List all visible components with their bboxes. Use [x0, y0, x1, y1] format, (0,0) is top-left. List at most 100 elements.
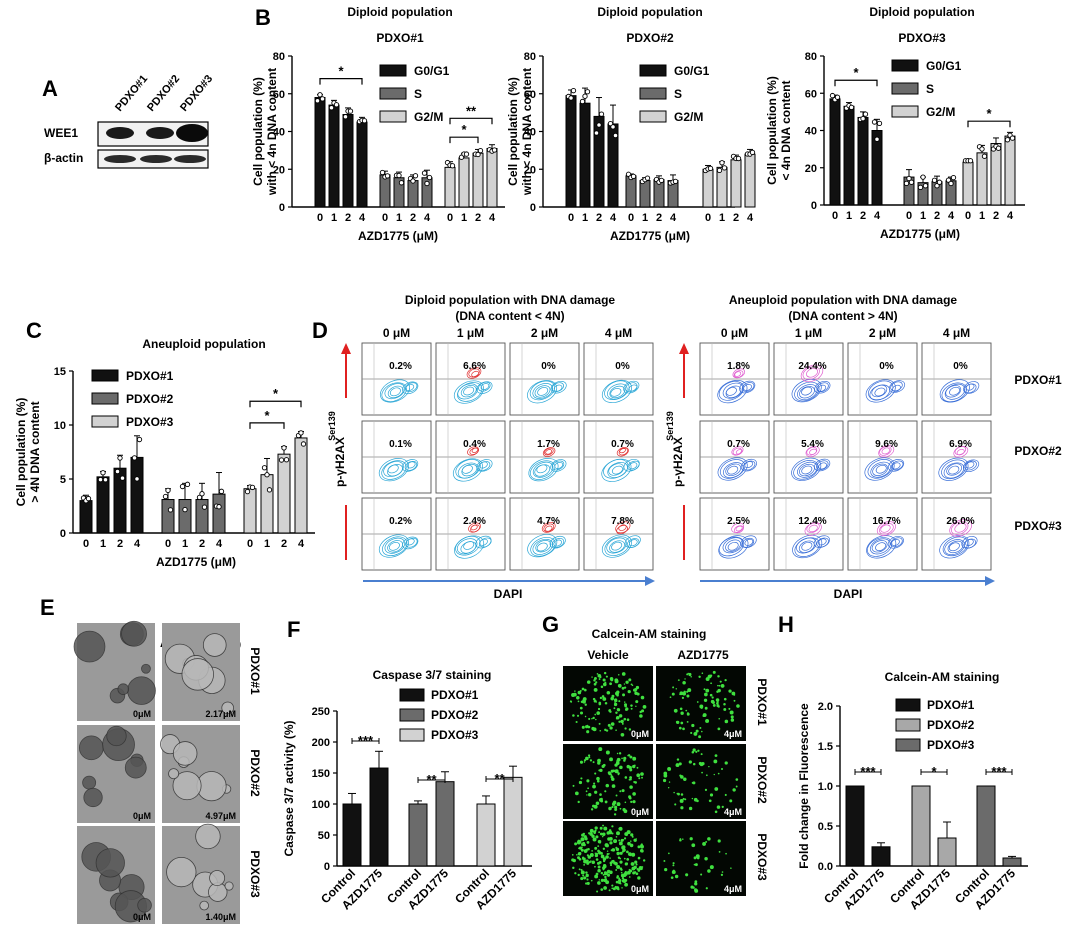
contour-line — [946, 463, 963, 476]
fluorescent-cell — [588, 861, 591, 864]
fluorescent-cell — [588, 756, 591, 759]
significance-bracket — [449, 136, 479, 144]
bar — [911, 785, 931, 867]
fluorescent-cell — [581, 842, 585, 847]
y-tick-label: 100 — [312, 799, 330, 811]
legend-swatch — [379, 110, 407, 123]
fluorescent-cell — [693, 731, 698, 736]
contour-line — [527, 380, 558, 404]
contour-line — [457, 382, 483, 402]
fluorescent-cell — [635, 863, 638, 866]
fluorescent-cell — [636, 773, 641, 778]
fluorescent-cell — [612, 887, 616, 891]
fluorescent-cell — [594, 790, 598, 794]
fluorescent-cell — [620, 883, 622, 885]
data-point — [931, 177, 938, 183]
data-point — [347, 108, 354, 114]
fluorescent-cell — [699, 704, 704, 709]
y-tick-label: 40 — [273, 127, 285, 139]
fluorescent-cell — [663, 859, 666, 862]
legend-swatch — [891, 105, 919, 118]
significance-label: * — [338, 64, 344, 79]
gate-percentage: 0% — [541, 361, 556, 372]
fluorescent-cell — [717, 684, 719, 687]
gate-percentage: 9.6% — [875, 439, 898, 450]
chart-title: Diploid population — [869, 5, 974, 19]
fluorescent-cell — [591, 850, 593, 852]
contour-line — [879, 446, 892, 456]
contour-line — [618, 448, 629, 456]
contour-line — [802, 366, 820, 380]
fluorescent-cell — [720, 767, 724, 771]
fluorescent-cell — [620, 871, 623, 874]
fluorescent-cell — [609, 757, 613, 762]
organoid — [82, 775, 97, 790]
data-point — [165, 487, 171, 494]
data-point — [244, 488, 251, 495]
significance-bracket — [319, 78, 363, 85]
contour-line — [890, 460, 904, 471]
data-point — [167, 507, 174, 513]
contour-line — [719, 459, 746, 479]
fluorescent-cell — [587, 787, 590, 790]
fluorescent-cell — [594, 874, 599, 879]
fluorescent-cell — [597, 845, 600, 848]
fluorescent-cell — [581, 687, 585, 691]
contour-line — [791, 457, 822, 481]
photo-row-label: PDXO#1 — [755, 678, 769, 726]
contour-line — [406, 461, 416, 469]
fluorescent-cell — [672, 869, 675, 872]
legend-label: S — [926, 82, 934, 96]
dose-label: 0μM — [133, 912, 151, 922]
fluorescent-cell — [695, 854, 700, 859]
contour-line — [865, 379, 896, 403]
fluorescent-cell — [675, 688, 678, 690]
fluorescent-cell — [593, 688, 598, 692]
fluorescent-cell — [609, 841, 613, 845]
contour-line — [623, 458, 640, 472]
contour-line — [814, 458, 831, 472]
fluorescent-cell — [618, 841, 623, 846]
fluorescent-cell — [719, 680, 722, 683]
dose-label: 0μM — [133, 709, 151, 719]
fluorescent-cell — [596, 779, 600, 783]
flow-row-label: PDXO#1 — [1014, 373, 1062, 387]
gate-percentage: 0% — [953, 361, 968, 372]
fluorescent-cell — [599, 729, 602, 732]
legend-label: PDXO#3 — [927, 738, 975, 752]
fluorescent-cell — [618, 752, 622, 755]
x-tick-label: 2 — [199, 538, 205, 550]
fluorescent-cell — [697, 749, 700, 752]
contour-line — [477, 461, 491, 471]
legend-swatch — [91, 392, 119, 405]
fluorescent-cell — [613, 813, 617, 816]
data-point — [906, 175, 912, 182]
fluorescent-cell — [723, 697, 727, 701]
fluorescent-cell — [602, 678, 606, 682]
data-point — [216, 504, 222, 510]
contour-line — [601, 379, 632, 404]
x-tick-label: 0 — [628, 212, 634, 224]
fluorescent-cell — [637, 856, 641, 860]
data-point — [179, 483, 186, 490]
fluorescent-cell — [594, 826, 598, 830]
y-tick-label: 0 — [811, 200, 817, 212]
fluorescent-cell — [624, 704, 627, 708]
y-tick-label: 80 — [524, 51, 536, 63]
fluorescent-cell — [606, 850, 609, 852]
fluorescent-cell — [621, 879, 625, 883]
contour-line — [551, 538, 565, 548]
fluorescent-cell — [695, 750, 698, 753]
contour-line — [405, 537, 418, 548]
fluorescent-cell — [582, 832, 586, 836]
fluorescent-cell — [592, 727, 597, 732]
fluorescent-cell — [721, 805, 724, 809]
fluorescent-cell — [607, 837, 611, 841]
blot-band — [106, 127, 134, 139]
contour-line — [624, 535, 641, 548]
fluorescent-cell — [615, 711, 618, 714]
gate-percentage: 7.8% — [611, 516, 634, 527]
flow-y-label: p-γH2AX — [671, 437, 685, 487]
fluorescent-cell — [595, 681, 598, 684]
